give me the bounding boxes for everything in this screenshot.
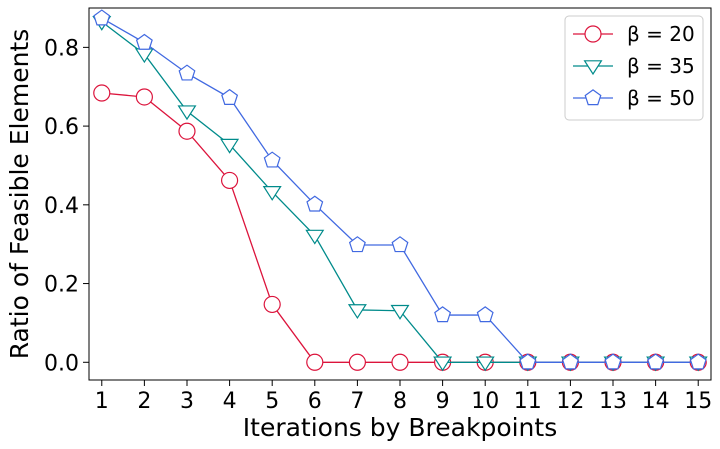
data-point	[178, 64, 196, 81]
x-tick-label: 9	[436, 389, 450, 414]
x-tick-label: 13	[599, 389, 627, 414]
data-point	[348, 236, 366, 253]
legend-item: β = 35	[573, 54, 695, 78]
data-point	[348, 353, 366, 371]
y-axis-label: Ratio of Feasible Elements	[5, 29, 34, 360]
data-point	[263, 295, 281, 314]
series-layer	[92, 9, 708, 372]
y-tick-label: 0.6	[44, 115, 79, 140]
x-tick-label: 3	[180, 389, 194, 414]
series-3	[93, 9, 707, 370]
data-point	[177, 105, 197, 121]
series-1	[93, 84, 707, 371]
y-tick-label: 0.0	[44, 351, 79, 376]
data-point	[647, 353, 665, 370]
data-point	[221, 88, 239, 105]
data-point	[178, 122, 196, 140]
x-tick-label: 12	[556, 389, 584, 414]
x-tick-label: 14	[642, 389, 670, 414]
legend: β = 20 β = 35 β = 50	[564, 15, 704, 121]
y-tick-label: 0.2	[44, 273, 79, 298]
data-point	[434, 306, 452, 323]
data-point	[306, 195, 324, 212]
y-tick-label: 0.4	[44, 194, 79, 219]
data-point	[391, 236, 409, 253]
y-tick-label: 0.8	[44, 36, 79, 61]
data-point	[306, 353, 324, 371]
data-point	[220, 171, 239, 190]
data-point	[135, 88, 153, 106]
data-point	[263, 151, 281, 168]
x-tick-label: 15	[684, 389, 712, 414]
data-point	[93, 9, 111, 26]
legend-marker	[583, 60, 603, 76]
legend-label: β = 50	[627, 86, 695, 110]
x-tick-label: 4	[223, 389, 237, 414]
legend-label: β = 20	[627, 22, 695, 46]
legend-item: β = 50	[573, 86, 695, 110]
x-tick-label: 1	[95, 389, 109, 414]
x-tick-label: 10	[471, 389, 499, 414]
data-point	[305, 229, 325, 245]
data-point	[347, 304, 367, 320]
x-tick-label: 2	[137, 389, 151, 414]
data-point	[390, 304, 410, 320]
data-point	[134, 48, 154, 64]
data-point	[519, 353, 537, 370]
x-tick-label: 8	[393, 389, 407, 414]
data-point	[262, 186, 282, 201]
legend-label: β = 35	[627, 54, 695, 78]
data-point	[689, 353, 707, 370]
data-point	[475, 356, 495, 372]
x-tick-label: 7	[350, 389, 364, 414]
x-tick-label: 11	[514, 389, 542, 414]
y-axis: 0.0 0.2 0.4 0.6 0.8	[44, 36, 89, 376]
data-point	[433, 356, 453, 372]
x-axis: 1 2 3 4 5 6 7 8 9 10 11 12 13 14 15	[95, 380, 712, 414]
data-point	[391, 353, 409, 371]
x-tick-label: 6	[308, 389, 322, 414]
x-axis-label: Iterations by Breakpoints	[243, 413, 557, 442]
data-point	[561, 353, 579, 370]
data-point	[93, 84, 111, 102]
data-point	[476, 306, 494, 323]
data-point	[604, 353, 622, 370]
legend-marker	[584, 89, 602, 106]
data-point	[135, 33, 153, 50]
x-tick-label: 5	[265, 389, 279, 414]
data-point	[220, 138, 240, 154]
legend-item: β = 20	[573, 22, 695, 46]
legend-marker	[584, 25, 602, 43]
